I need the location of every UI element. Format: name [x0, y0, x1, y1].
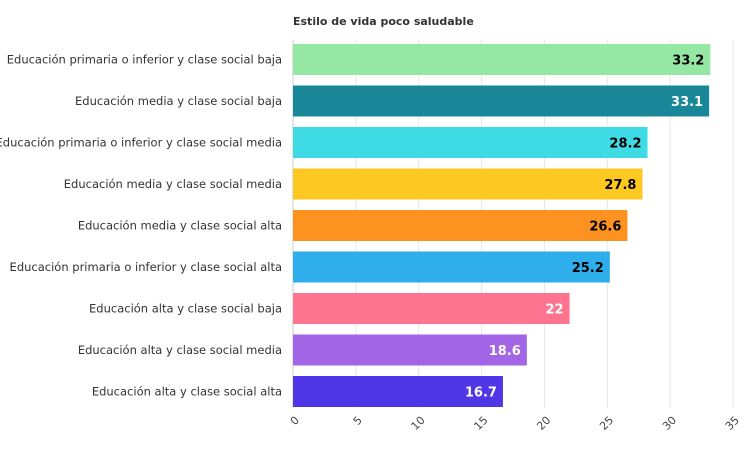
value-label-3: 28.2	[609, 137, 641, 152]
value-label-1: 33.2	[672, 54, 704, 69]
category-label-5: Educación media y clase social alta	[78, 219, 282, 233]
category-label-6: Educación primaria o inferior y clase so…	[10, 260, 282, 274]
category-label-4: Educación media y clase social media	[64, 177, 282, 191]
x-tick-label-20: 20	[534, 414, 553, 433]
x-tick-label-15: 15	[471, 414, 490, 433]
x-tick-label-25: 25	[597, 414, 616, 433]
bar-2[interactable]	[293, 85, 710, 117]
value-label-4: 27.8	[604, 178, 636, 193]
bar-4[interactable]	[293, 168, 643, 200]
category-label-7: Educación alta y clase social baja	[89, 302, 282, 316]
value-labels: 33.2 33.1 28.2 27.8 26.6 25.2 22 18.6 16.7	[465, 54, 705, 401]
bar-7[interactable]	[293, 293, 570, 324]
value-label-9: 16.7	[465, 386, 497, 401]
category-label-9: Educación alta y clase social alta	[92, 385, 282, 399]
value-label-6: 25.2	[572, 261, 604, 276]
x-tick-label-10: 10	[409, 414, 428, 433]
bar-5[interactable]	[293, 210, 628, 241]
bar-6[interactable]	[293, 251, 610, 283]
bar-8[interactable]	[293, 334, 527, 366]
x-tick-label-0: 0	[288, 414, 302, 428]
value-label-2: 33.1	[671, 95, 703, 110]
category-label-1: Educación primaria o inferior y clase so…	[7, 53, 282, 67]
bar-9[interactable]	[293, 376, 503, 407]
value-label-7: 22	[545, 303, 563, 318]
x-tick-label-5: 5	[351, 414, 365, 428]
category-labels: Educación primaria o inferior y clase so…	[0, 53, 282, 399]
bar-3[interactable]	[293, 127, 648, 158]
x-tick-label-30: 30	[660, 414, 679, 433]
chart-title: Estilo de vida poco saludable	[293, 15, 474, 28]
x-axis-ticks: 0 5 10 15 20 25 30 35	[288, 414, 742, 433]
value-label-8: 18.6	[489, 344, 521, 359]
x-tick-label-35: 35	[723, 414, 742, 433]
category-label-8: Educación alta y clase social media	[78, 343, 282, 357]
bar-1[interactable]	[293, 44, 711, 75]
value-label-5: 26.6	[589, 220, 621, 235]
bars	[293, 44, 711, 407]
category-label-2: Educación media y clase social baja	[75, 94, 282, 108]
category-label-3: Educación primaria o inferior y clase so…	[0, 136, 282, 150]
